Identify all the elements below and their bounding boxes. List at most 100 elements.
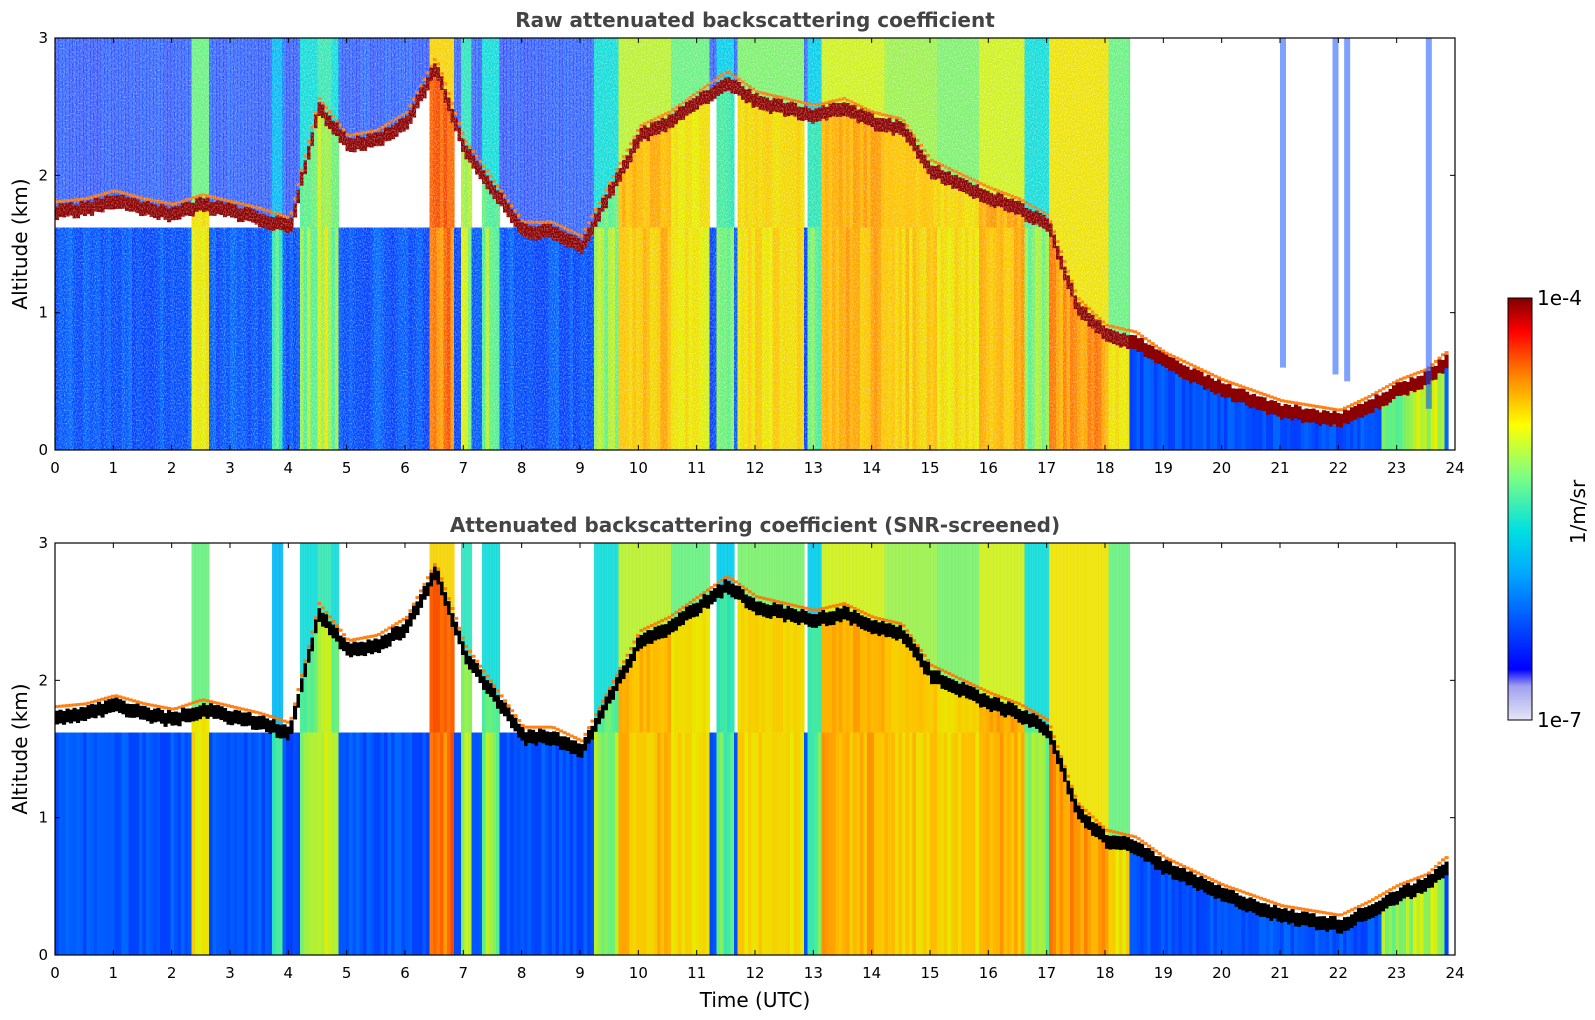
cloud-edge-cell bbox=[1231, 886, 1236, 890]
cloud-edge-cell bbox=[1094, 818, 1099, 822]
cloud-edge-cell bbox=[317, 602, 322, 606]
backscatter-cell bbox=[895, 543, 900, 630]
cloud-edge-cell bbox=[811, 608, 816, 612]
backscatter-cell bbox=[1227, 902, 1232, 955]
backscatter-cell bbox=[580, 755, 585, 955]
cloud-edge-cell bbox=[1413, 372, 1418, 376]
data-column bbox=[741, 543, 746, 955]
backscatter-cell bbox=[856, 625, 861, 733]
backscatter-cell bbox=[212, 732, 217, 955]
backscatter-cell bbox=[1115, 543, 1120, 840]
x-tick-label: 21 bbox=[1270, 964, 1289, 982]
data-column bbox=[597, 543, 602, 955]
cloud-layer-cell bbox=[454, 621, 459, 636]
backscatter-cell bbox=[1297, 418, 1302, 450]
backscatter-cell bbox=[888, 732, 893, 955]
data-column bbox=[1301, 402, 1306, 450]
cloud-edge-cell bbox=[181, 704, 186, 708]
cloud-layer-cell bbox=[1199, 875, 1204, 890]
backscatter-cell bbox=[727, 732, 732, 955]
cloud-edge-cell bbox=[156, 704, 161, 708]
backscatter-cell bbox=[650, 543, 655, 633]
cloud-edge-cell bbox=[884, 618, 889, 622]
backscatter-cell bbox=[1017, 718, 1022, 733]
data-column bbox=[1231, 886, 1236, 955]
backscatter-cell bbox=[972, 732, 977, 955]
data-column bbox=[517, 719, 522, 955]
backscatter-cell bbox=[366, 732, 371, 955]
cloud-layer-cell bbox=[965, 684, 970, 699]
cloud-layer-cell bbox=[1168, 356, 1173, 371]
backscatter-cell bbox=[1014, 543, 1019, 710]
backscatter-cell bbox=[447, 543, 452, 606]
backscatter-cell bbox=[461, 732, 466, 955]
cloud-layer-cell bbox=[76, 709, 81, 724]
noise-streak bbox=[1425, 38, 1432, 409]
cloud-edge-cell bbox=[587, 726, 592, 730]
backscatter-cell bbox=[1315, 421, 1320, 450]
cloud-edge-cell bbox=[1136, 332, 1141, 336]
data-column bbox=[1367, 395, 1372, 450]
cloud-edge-cell bbox=[321, 606, 326, 610]
data-column bbox=[1248, 893, 1253, 955]
data-column bbox=[926, 543, 931, 955]
backscatter-cell bbox=[1168, 874, 1173, 955]
cloud-edge-cell bbox=[1406, 375, 1411, 379]
backscatter-cell bbox=[1084, 543, 1089, 818]
cloud-layer-cell bbox=[937, 670, 942, 685]
backscatter-cell bbox=[968, 543, 973, 691]
data-column bbox=[1388, 888, 1393, 955]
cloud-edge-cell bbox=[1171, 354, 1176, 358]
backscatter-cell bbox=[867, 543, 872, 622]
backscatter-cell bbox=[1185, 378, 1190, 450]
cloud-edge-cell bbox=[1287, 905, 1292, 909]
cloud-layer-cell bbox=[233, 709, 238, 724]
backscatter-cell bbox=[1262, 914, 1267, 955]
backscatter-cell bbox=[205, 543, 210, 708]
cloud-layer-cell bbox=[769, 605, 774, 619]
backscatter-cell bbox=[622, 676, 627, 733]
backscatter-cell bbox=[426, 732, 431, 955]
cloud-layer-cell bbox=[664, 624, 669, 638]
cloud-layer-cell bbox=[639, 634, 644, 649]
backscatter-cell bbox=[972, 700, 977, 733]
cloud-edge-cell bbox=[622, 660, 627, 664]
cloud-layer-cell bbox=[643, 632, 648, 647]
backscatter-cell bbox=[1266, 915, 1271, 955]
backscatter-cell bbox=[1031, 732, 1036, 955]
backscatter-cell bbox=[1007, 543, 1012, 707]
cloud-layer-cell bbox=[1441, 864, 1446, 879]
cloud-edge-cell bbox=[170, 707, 175, 711]
cloud-layer-cell bbox=[1273, 400, 1278, 415]
cloud-layer-cell bbox=[310, 637, 315, 652]
cloud-layer-cell bbox=[468, 655, 473, 670]
x-tick-label: 1 bbox=[109, 459, 119, 477]
backscatter-cell bbox=[930, 732, 935, 955]
backscatter-cell bbox=[1318, 422, 1323, 450]
cloud-edge-cell bbox=[457, 626, 462, 630]
cloud-layer-cell bbox=[1301, 911, 1306, 926]
cloud-edge-cell bbox=[1164, 351, 1169, 355]
backscatter-cell bbox=[601, 732, 606, 955]
data-column bbox=[723, 543, 728, 955]
cloud-edge-cell bbox=[1308, 403, 1313, 407]
backscatter-cell bbox=[1269, 411, 1274, 450]
backscatter-cell bbox=[944, 543, 949, 679]
cloud-layer-cell bbox=[1304, 408, 1309, 423]
backscatter-cell bbox=[1343, 928, 1348, 955]
cloud-edge-cell bbox=[1416, 876, 1421, 880]
backscatter-cell bbox=[965, 732, 970, 955]
data-column bbox=[993, 543, 998, 955]
data-column bbox=[954, 543, 959, 955]
backscatter-cell bbox=[751, 543, 756, 601]
cloud-layer-cell bbox=[1276, 907, 1281, 922]
backscatter-cell bbox=[1185, 883, 1190, 955]
cloud-edge-cell bbox=[1014, 700, 1019, 704]
backscatter-cell bbox=[685, 619, 690, 733]
cloud-layer-cell bbox=[1276, 402, 1281, 417]
data-column bbox=[461, 543, 466, 955]
cloud-edge-cell bbox=[1311, 404, 1316, 408]
cloud-layer-cell bbox=[961, 681, 966, 696]
x-tick-label: 15 bbox=[920, 964, 939, 982]
backscatter-cell bbox=[961, 543, 966, 687]
